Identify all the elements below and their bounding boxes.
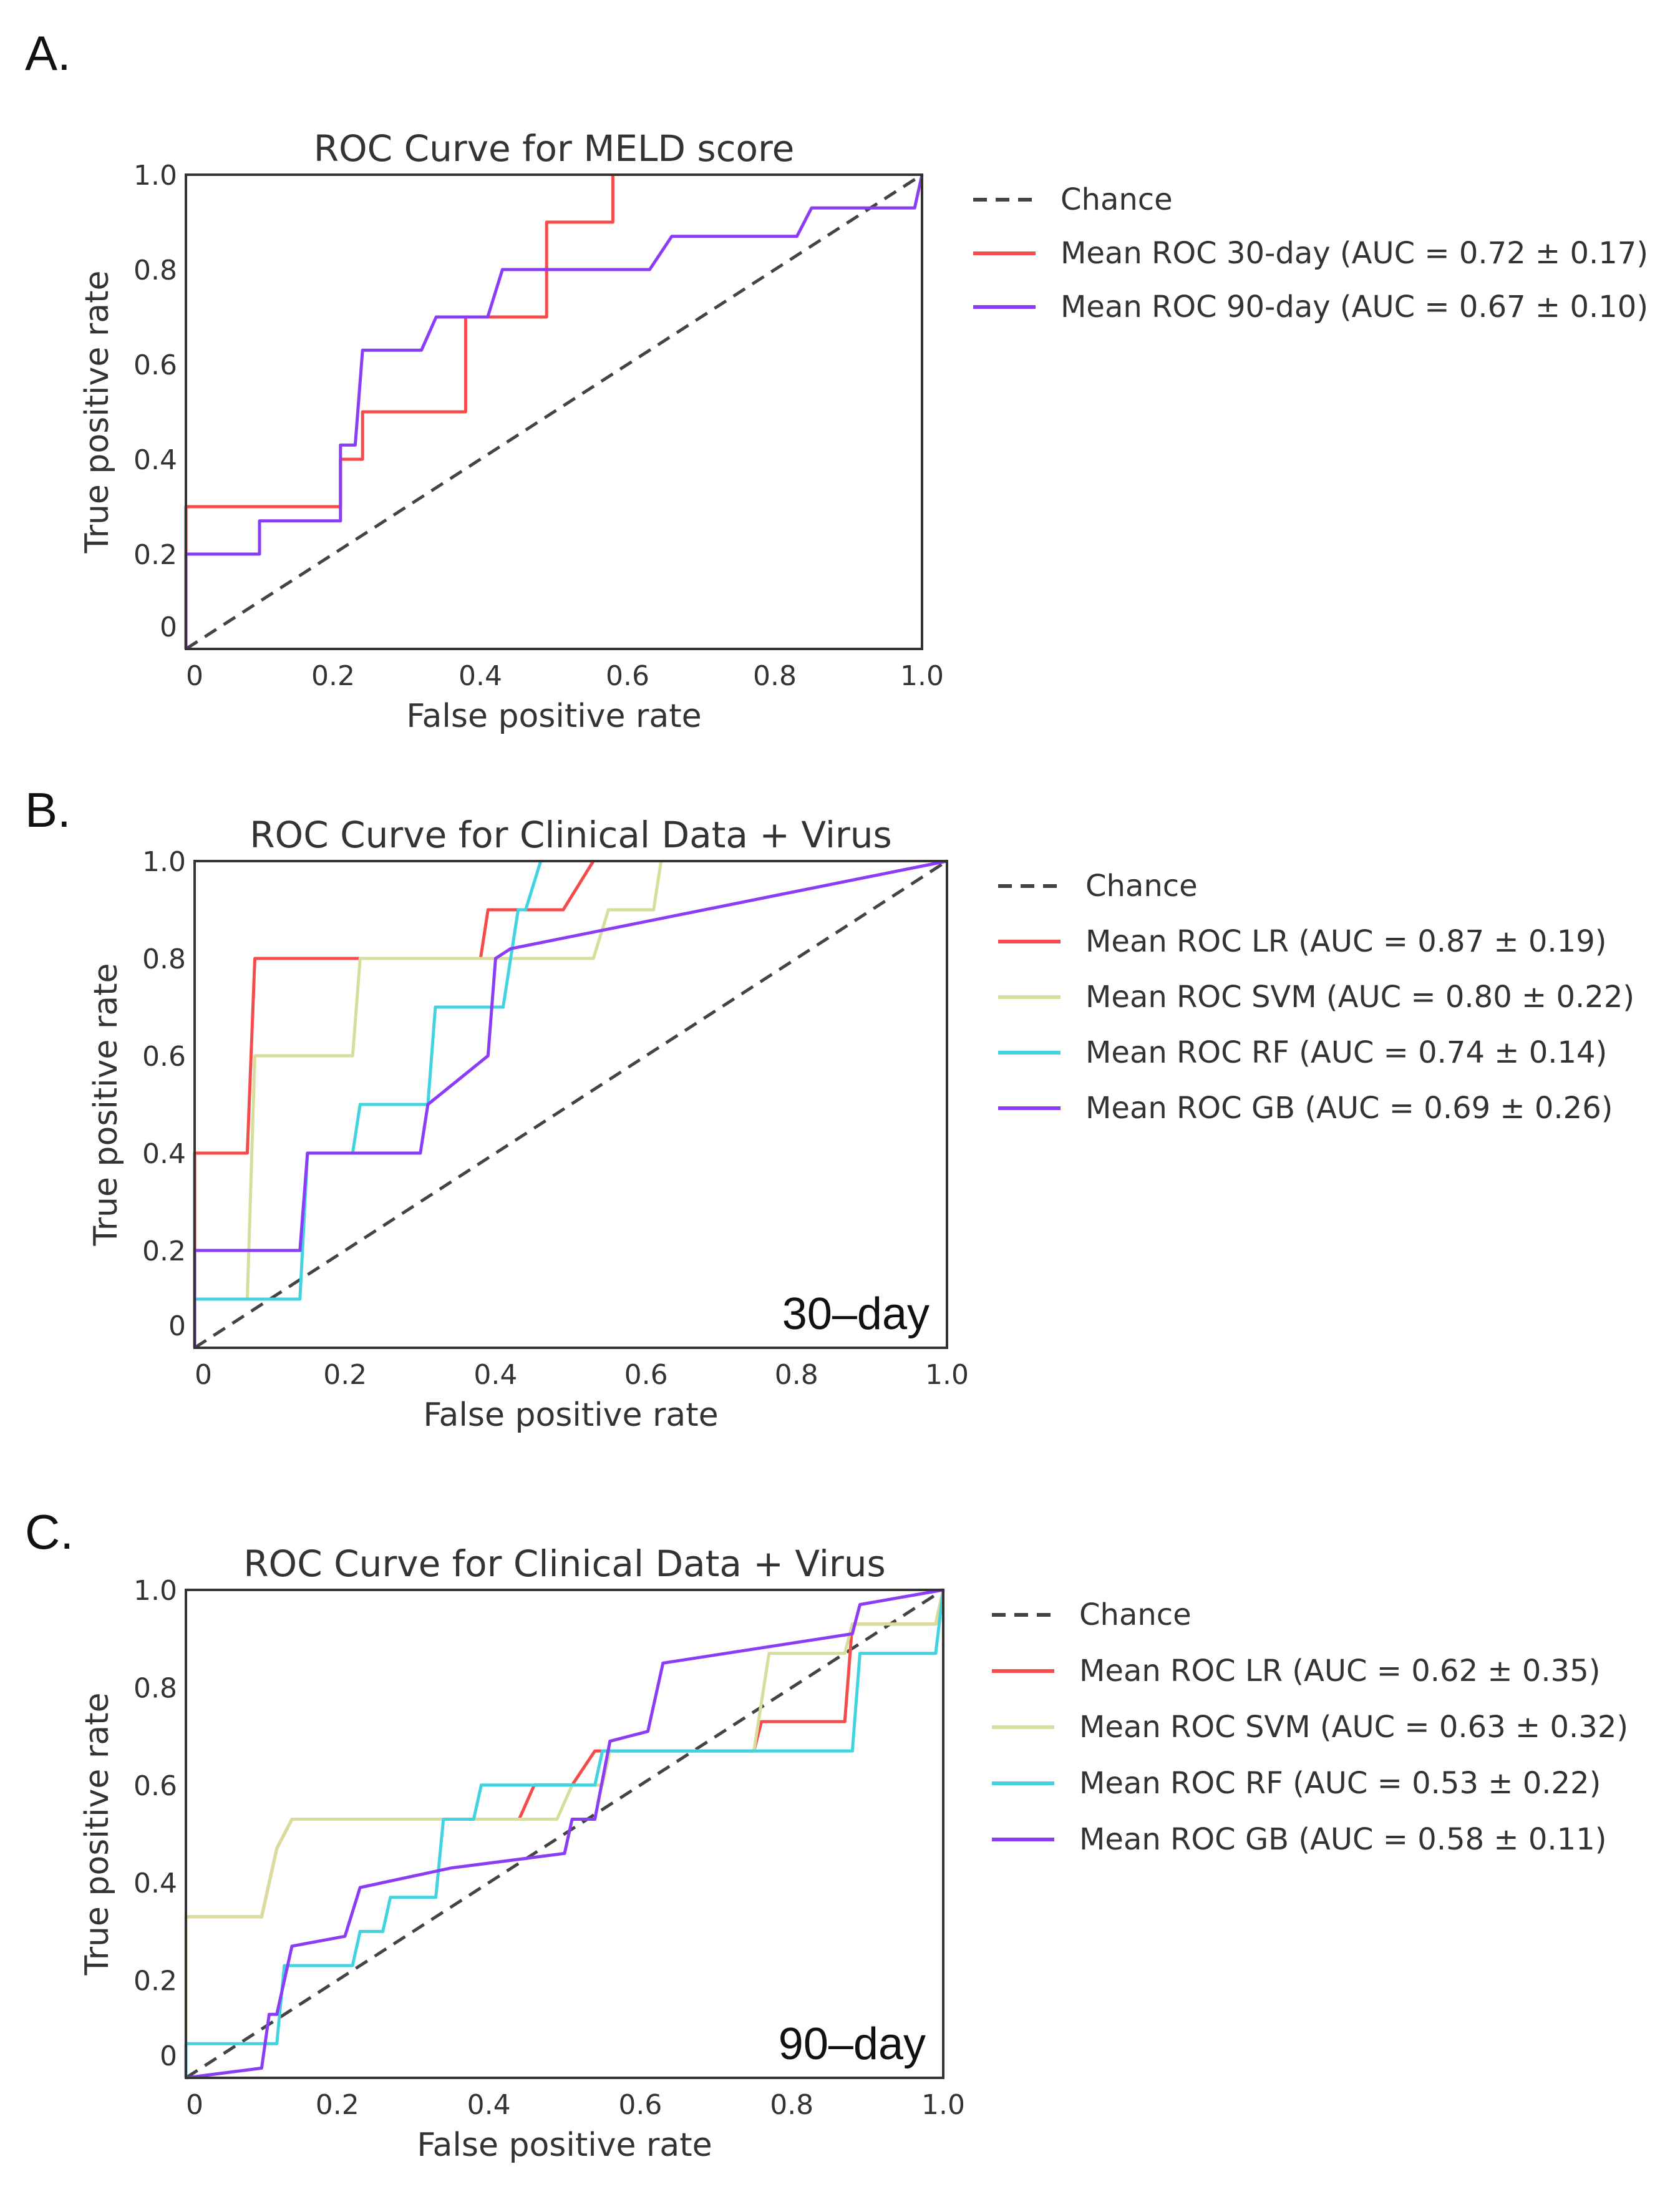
y-tick-label: 0.2 [133, 539, 177, 571]
legend-entry: Mean ROC RF (AUC = 0.53 ± 0.22) [1079, 1766, 1601, 1801]
legend-entry: Mean ROC LR (AUC = 0.87 ± 0.19) [1085, 924, 1606, 959]
roc-line-3 [184, 1589, 945, 2078]
legend-entry: Mean ROC LR (AUC = 0.62 ± 0.35) [1079, 1654, 1600, 1688]
y-tick-label: 0 [160, 611, 177, 643]
y-tick-label: 1.0 [133, 1575, 177, 1607]
y-tick-label: 0.2 [142, 1235, 186, 1267]
roc-line-1 [184, 175, 614, 649]
y-tick-label: 0.6 [142, 1041, 186, 1073]
x-tick-label: 0.2 [323, 1359, 367, 1391]
legend-entry: Chance [1085, 869, 1198, 904]
y-tick-label: 0.4 [133, 1868, 177, 1899]
x-tick-label: 0.2 [316, 2089, 359, 2121]
legend-entry: Mean ROC 90-day (AUC = 0.67 ± 0.10) [1061, 290, 1648, 324]
legend-entry: Mean ROC SVM (AUC = 0.63 ± 0.32) [1079, 1710, 1628, 1745]
legend: Chance Mean ROC LR (AUC = 0.87 ± 0.19) Mea… [998, 869, 1634, 1126]
x-axis-label: False positive rate [423, 1396, 718, 1434]
x-tick-label: 1.0 [900, 660, 944, 692]
roc-line-4 [185, 1588, 944, 2080]
x-tick-label: 0 [186, 660, 203, 692]
x-tick-label: 0.8 [770, 2089, 813, 2121]
y-tick-label: 0.6 [133, 1770, 177, 1802]
roc-panel-b: B. ROC Curve for Clinical Data + Virus 0 0.… [25, 782, 1634, 1434]
panel-letter: B. [25, 782, 71, 837]
x-tick-label: 0.6 [606, 660, 649, 692]
legend-entry: Mean ROC GB (AUC = 0.58 ± 0.11) [1079, 1822, 1606, 1857]
x-tick-label: 1.0 [921, 2089, 965, 2121]
x-axis-label: False positive rate [406, 698, 701, 735]
roc-panel-a: A. ROC Curve for MELD score 0 0.2 0.4 0.6 0.8 1… [25, 26, 1648, 735]
chance-line [193, 859, 948, 1350]
legend: Chance Mean ROC 30-day (AUC = 0.72 ± 0.17… [973, 182, 1648, 324]
x-tick-label: 0.4 [459, 660, 502, 692]
x-tick-label: 0 [186, 2089, 203, 2121]
legend-entry: Mean ROC SVM (AUC = 0.80 ± 0.22) [1085, 980, 1634, 1015]
y-tick-label: 0.8 [133, 255, 177, 286]
y-tick-label: 0 [160, 2040, 177, 2072]
y-axis-label: True positive rate [87, 963, 125, 1246]
x-tick-label: 0.8 [775, 1359, 818, 1391]
panel-letter: C. [25, 1504, 74, 1559]
y-axis-label: True positive rate [79, 270, 116, 553]
period-annotation: 90–day [779, 2019, 926, 2069]
series-group [184, 1588, 945, 2080]
x-tick-label: 0.2 [311, 660, 355, 692]
legend-entry: Mean ROC 30-day (AUC = 0.72 ± 0.17) [1061, 236, 1648, 271]
legend-entry: Mean ROC RF (AUC = 0.74 ± 0.14) [1085, 1035, 1607, 1070]
legend: Chance Mean ROC LR (AUC = 0.62 ± 0.35) Mea… [992, 1597, 1628, 1857]
x-tick-label: 0.8 [753, 660, 797, 692]
x-tick-label: 0.4 [473, 1359, 517, 1391]
period-annotation: 30–day [782, 1289, 930, 1339]
y-tick-label: 0 [168, 1310, 186, 1342]
x-tick-label: 0.4 [467, 2089, 511, 2121]
plot-frame [193, 860, 948, 1349]
chart-title: ROC Curve for Clinical Data + Virus [243, 1542, 886, 1585]
roc-panel-c: C. ROC Curve for Clinical Data + Virus 0 0.… [25, 1504, 1628, 2164]
y-tick-label: 0.8 [133, 1672, 177, 1704]
roc-line-3 [193, 860, 543, 1348]
plot-frame [185, 1589, 944, 2079]
x-axis-label: False positive rate [417, 2127, 712, 2164]
legend-entry: Chance [1061, 182, 1173, 217]
roc-line-4 [193, 859, 948, 1348]
x-tick-label: 0 [195, 1359, 212, 1391]
roc-line-2 [184, 174, 924, 649]
legend-entry: Chance [1079, 1597, 1192, 1632]
y-axis-label: True positive rate [79, 1692, 116, 1976]
x-tick-label: 0.6 [618, 2089, 662, 2121]
plot-frame [185, 173, 923, 650]
y-tick-label: 0.4 [133, 444, 177, 476]
y-tick-label: 0.4 [142, 1138, 186, 1170]
chart-title: ROC Curve for MELD score [314, 127, 795, 170]
chance-line [185, 1588, 944, 2080]
series-group [193, 859, 948, 1350]
y-tick-label: 0.6 [133, 349, 177, 381]
chance-line [185, 173, 923, 651]
chart-title: ROC Curve for Clinical Data + Virus [250, 814, 892, 856]
x-tick-label: 0.6 [624, 1359, 668, 1391]
y-tick-label: 1.0 [142, 846, 186, 878]
x-tick-label: 1.0 [925, 1359, 969, 1391]
legend-entry: Mean ROC GB (AUC = 0.69 ± 0.26) [1085, 1091, 1613, 1126]
series-group [184, 173, 924, 651]
y-tick-label: 1.0 [133, 160, 177, 192]
panel-letter: A. [25, 26, 71, 80]
y-tick-label: 0.2 [133, 1966, 177, 1997]
y-tick-label: 0.8 [142, 943, 186, 975]
